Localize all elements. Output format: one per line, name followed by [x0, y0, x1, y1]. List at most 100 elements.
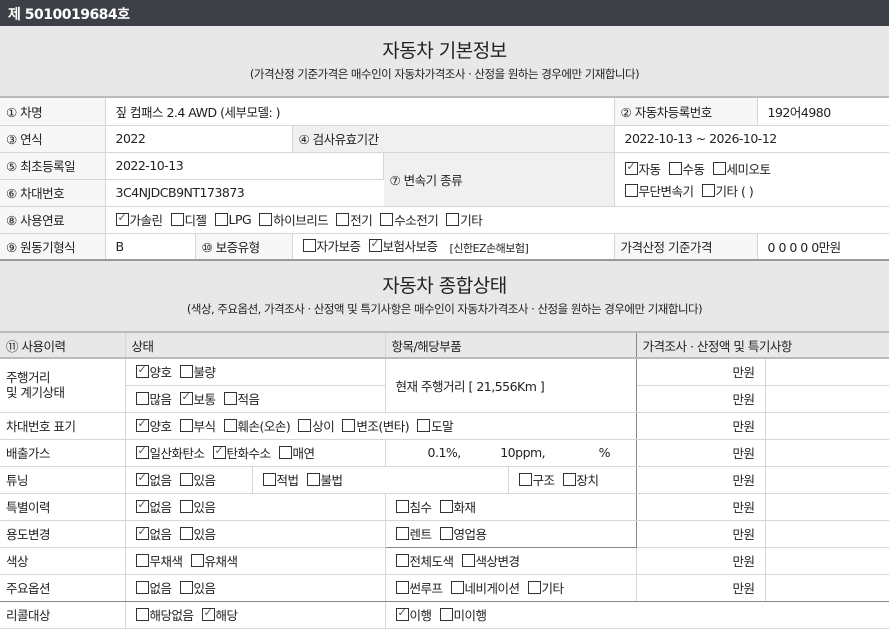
checkbox-checked-icon[interactable]: [624, 160, 638, 175]
checkbox-option[interactable]: 구조: [518, 470, 555, 489]
checkbox-checked-icon[interactable]: [368, 237, 382, 253]
checkbox-icon[interactable]: [439, 527, 453, 540]
note-input[interactable]: [765, 520, 889, 548]
checkbox-icon[interactable]: [527, 581, 541, 594]
checkbox-icon[interactable]: [417, 419, 431, 432]
checkbox-option[interactable]: 없음: [135, 470, 172, 489]
checkbox-option[interactable]: 양호: [135, 416, 172, 435]
checkbox-checked-icon[interactable]: [135, 471, 149, 486]
checkbox-option[interactable]: 훼손(오손): [223, 416, 291, 435]
checkbox-option[interactable]: 있음: [179, 524, 216, 543]
checkbox-icon[interactable]: [395, 500, 409, 513]
checkbox-option[interactable]: 유채색: [190, 551, 238, 570]
checkbox-option[interactable]: 장치: [562, 470, 599, 489]
checkbox-option[interactable]: 변조(변타): [342, 416, 410, 435]
checkbox-checked-icon[interactable]: [201, 606, 215, 621]
checkbox-icon[interactable]: [562, 473, 576, 486]
checkbox-option[interactable]: 전기: [336, 210, 373, 229]
checkbox-icon[interactable]: [179, 473, 193, 486]
checkbox-checked-icon[interactable]: [179, 390, 193, 405]
checkbox-option[interactable]: 없음: [135, 524, 172, 543]
checkbox-option[interactable]: 기타: [446, 210, 483, 229]
checkbox-option[interactable]: 불법: [306, 470, 343, 489]
checkbox-icon[interactable]: [179, 365, 193, 379]
checkbox-option[interactable]: 매연: [278, 443, 315, 462]
checkbox-option[interactable]: 가솔린: [115, 210, 163, 229]
checkbox-option[interactable]: 많음: [135, 389, 172, 408]
checkbox-option[interactable]: 썬루프: [395, 578, 443, 597]
checkbox-icon[interactable]: [179, 581, 193, 594]
note-input[interactable]: [765, 439, 889, 467]
checkbox-icon[interactable]: [135, 608, 149, 621]
checkbox-icon[interactable]: [461, 554, 475, 567]
checkbox-option[interactable]: 부식: [179, 416, 216, 435]
checkbox-icon[interactable]: [395, 527, 409, 540]
checkbox-option[interactable]: 수동: [668, 159, 705, 178]
checkbox-icon[interactable]: [395, 581, 409, 594]
checkbox-icon[interactable]: [179, 419, 193, 432]
checkbox-option[interactable]: 무채색: [135, 551, 183, 570]
checkbox-icon[interactable]: [336, 213, 350, 226]
checkbox-checked-icon[interactable]: [135, 498, 149, 513]
checkbox-option[interactable]: 미이행: [439, 605, 487, 624]
checkbox-option[interactable]: 있음: [179, 470, 216, 489]
checkbox-checked-icon[interactable]: [135, 525, 149, 540]
checkbox-checked-icon[interactable]: [135, 444, 149, 459]
checkbox-icon[interactable]: [306, 473, 320, 486]
note-input[interactable]: [765, 466, 889, 494]
checkbox-option[interactable]: 이행: [395, 605, 432, 624]
checkbox-icon[interactable]: [439, 608, 453, 621]
checkbox-option[interactable]: 수소전기: [380, 210, 439, 229]
checkbox-option[interactable]: 탄화수소: [212, 443, 271, 462]
checkbox-option[interactable]: 네비게이션: [450, 578, 520, 597]
checkbox-icon[interactable]: [214, 213, 228, 226]
checkbox-icon[interactable]: [342, 419, 356, 432]
checkbox-icon[interactable]: [446, 213, 460, 226]
checkbox-option[interactable]: 세미오토: [712, 159, 771, 178]
checkbox-option[interactable]: 없음: [135, 497, 172, 516]
checkbox-option[interactable]: 전체도색: [395, 551, 454, 570]
checkbox-checked-icon[interactable]: [212, 444, 226, 459]
checkbox-option[interactable]: 불량: [179, 362, 216, 381]
checkbox-checked-icon[interactable]: [115, 211, 129, 226]
note-input[interactable]: [765, 358, 889, 386]
checkbox-option[interactable]: 무단변속기: [624, 181, 694, 200]
checkbox-icon[interactable]: [298, 419, 312, 432]
checkbox-option[interactable]: 도말: [417, 416, 454, 435]
checkbox-option[interactable]: 적법: [262, 470, 299, 489]
checkbox-option[interactable]: 기타 ( ): [701, 181, 754, 200]
checkbox-icon[interactable]: [701, 183, 715, 197]
checkbox-icon[interactable]: [135, 581, 149, 594]
checkbox-option[interactable]: 영업용: [439, 524, 487, 543]
checkbox-option[interactable]: 침수: [395, 497, 432, 516]
checkbox-option[interactable]: 화재: [439, 497, 476, 516]
checkbox-option[interactable]: LPG: [214, 212, 252, 227]
note-input[interactable]: [765, 493, 889, 521]
note-input[interactable]: [765, 385, 889, 413]
checkbox-checked-icon[interactable]: [135, 363, 149, 379]
checkbox-icon[interactable]: [450, 581, 464, 594]
checkbox-icon[interactable]: [223, 392, 237, 405]
checkbox-option[interactable]: 해당: [201, 605, 238, 624]
checkbox-icon[interactable]: [278, 446, 292, 459]
checkbox-option[interactable]: 적음: [223, 389, 260, 408]
note-input[interactable]: [765, 574, 889, 602]
checkbox-icon[interactable]: [135, 554, 149, 567]
checkbox-option[interactable]: 있음: [179, 497, 216, 516]
checkbox-icon[interactable]: [179, 527, 193, 540]
checkbox-icon[interactable]: [624, 183, 638, 197]
checkbox-option[interactable]: 양호: [135, 362, 172, 381]
note-input[interactable]: [765, 547, 889, 575]
checkbox-option[interactable]: 하이브리드: [259, 210, 329, 229]
checkbox-option[interactable]: 상이: [298, 416, 335, 435]
checkbox-option[interactable]: 색상변경: [461, 551, 520, 570]
checkbox-option[interactable]: 기타: [527, 578, 564, 597]
checkbox-icon[interactable]: [259, 213, 273, 226]
checkbox-option[interactable]: 자가보증: [302, 236, 361, 255]
checkbox-icon[interactable]: [190, 554, 204, 567]
checkbox-option[interactable]: 보통: [179, 389, 216, 408]
checkbox-icon[interactable]: [262, 473, 276, 486]
checkbox-icon[interactable]: [223, 419, 237, 432]
checkbox-option[interactable]: 해당없음: [135, 605, 194, 624]
note-input[interactable]: [765, 412, 889, 440]
